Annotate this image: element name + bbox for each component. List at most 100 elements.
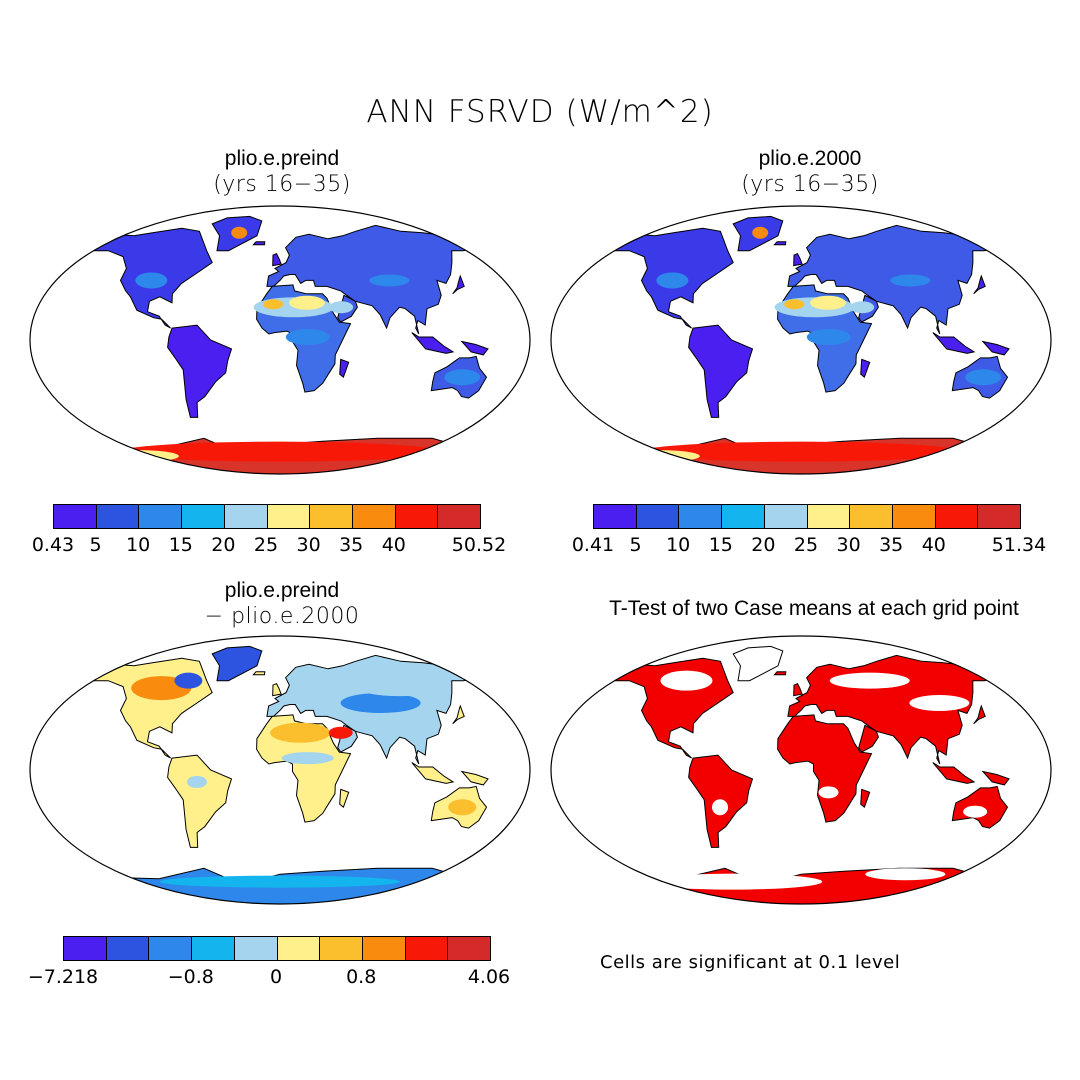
landmass-greenland	[732, 645, 784, 682]
data-blotch	[818, 786, 839, 799]
colorbar-tick-label: 0.41	[571, 534, 615, 556]
panel-2-title: plio.e.2000	[758, 147, 862, 170]
map-panel-ttest	[550, 635, 1052, 905]
data-blotch	[358, 680, 439, 697]
landmass-newGuinea	[981, 340, 1010, 356]
map-outline	[29, 635, 531, 905]
data-blotch	[619, 450, 700, 463]
colorbar-swatch	[224, 505, 268, 528]
figure-title: ANN FSRVD (W/m^2)	[366, 94, 714, 130]
colorbar-swatch	[182, 505, 225, 528]
colorbar-tick-label: 15	[168, 534, 193, 556]
landmass-uk	[793, 682, 803, 697]
map-panel-2000	[550, 205, 1052, 475]
data-blotch	[850, 301, 875, 314]
colorbar-swatch	[448, 937, 491, 960]
landmass-indonesia	[932, 332, 976, 354]
data-blotch	[784, 299, 805, 310]
colorbar-swatch	[722, 505, 765, 528]
colorbar-tick-label: 20	[211, 534, 236, 556]
landmass-africa	[777, 714, 873, 823]
colorbar-swatch	[54, 505, 97, 528]
colorbar-tick-label: −7.218	[27, 966, 99, 988]
landmass-japan	[452, 704, 465, 725]
data-blotch	[444, 369, 481, 386]
landmass-japan	[973, 274, 986, 295]
landmass-iceland	[252, 671, 266, 676]
colorbar-tick-label: 25	[793, 534, 819, 556]
landmass-iceland	[773, 671, 787, 676]
colorbar-swatch	[850, 505, 893, 528]
colorbar-swatch	[234, 937, 278, 960]
colorbar-swatch	[277, 937, 321, 960]
data-blotch	[231, 226, 248, 239]
data-blotch	[890, 274, 931, 287]
colorbar-swatch	[978, 505, 1021, 528]
colorbar-swatch	[267, 505, 311, 528]
map-outline	[550, 635, 1052, 905]
data-blotch	[281, 752, 334, 765]
data-blotch	[806, 329, 851, 346]
data-blotch	[263, 299, 284, 310]
colorbar-tick-label: 4.06	[467, 966, 511, 988]
colorbar-tick-label: 40	[381, 534, 406, 556]
panel-1-title: plio.e.preind	[224, 147, 340, 170]
landmass-uk	[272, 682, 282, 697]
colorbar-swatch	[96, 505, 140, 528]
data-blotch	[660, 670, 713, 691]
colorbar-tick-label: 10	[126, 534, 151, 556]
landmass-greenland	[211, 645, 263, 682]
landmass-northAmerica	[90, 657, 213, 759]
landmass-southAmerica	[167, 754, 233, 848]
panel-1-subtitle: (yrs 16−35)	[213, 172, 351, 197]
data-blotch	[909, 695, 970, 711]
data-blotch	[752, 226, 769, 239]
data-blotch	[965, 369, 1002, 386]
colorbar-tick-label: 5	[89, 534, 102, 556]
map-panel-preind	[29, 205, 531, 475]
landmass-iceland	[252, 241, 266, 246]
landmass-newGuinea	[460, 340, 489, 356]
panel-3-subtitle: − plio.e.2000	[204, 604, 360, 629]
data-blotch	[809, 295, 846, 310]
colorbar-swatch	[594, 505, 637, 528]
colorbar-tick-label: 15	[708, 534, 733, 556]
panel-4-title: T-Test of two Case means at each grid po…	[609, 597, 1019, 620]
colorbar-tick-label: 10	[666, 534, 691, 556]
significance-note: Cells are significant at 0.1 level	[600, 952, 901, 973]
map-outline	[29, 205, 531, 475]
colorbar-tick-label: 20	[751, 534, 776, 556]
landmass-newGuinea	[460, 770, 489, 786]
colorbar-tick-label: 0	[269, 966, 283, 988]
data-blotch	[712, 799, 729, 816]
landmass-madagascar	[339, 788, 350, 809]
landmass-southAmerica	[167, 324, 233, 418]
colorbar-tick-label: 25	[253, 534, 279, 556]
landmass-iceland	[773, 241, 787, 246]
colorbar-swatch	[106, 937, 150, 960]
landmass-newGuinea	[981, 770, 1010, 786]
colorbar-swatch	[438, 505, 481, 528]
colorbar-tick-label: 5	[629, 534, 642, 556]
colorbar-swatch	[405, 937, 449, 960]
data-blotch	[174, 672, 203, 689]
landmass-japan	[452, 274, 465, 295]
panel-3-title: plio.e.preind	[224, 579, 340, 602]
colorbar-tick-label: 40	[921, 534, 946, 556]
colorbar-preind	[53, 504, 481, 529]
colorbar-swatch	[64, 937, 107, 960]
data-blotch	[641, 441, 961, 462]
colorbar-swatch	[935, 505, 979, 528]
colorbar-swatch	[139, 505, 183, 528]
data-blotch	[369, 274, 410, 287]
data-blotch	[656, 272, 689, 289]
landmass-madagascar	[339, 358, 350, 379]
panel-2-subtitle: (yrs 16−35)	[741, 172, 879, 197]
landmass-indonesia	[932, 762, 976, 784]
data-blotch	[288, 295, 325, 310]
colorbar-tick-label: 30	[836, 534, 861, 556]
landmass-uk	[793, 252, 803, 267]
data-blotch	[98, 450, 179, 463]
colorbar-2000	[593, 504, 1021, 529]
colorbar-swatch	[807, 505, 851, 528]
